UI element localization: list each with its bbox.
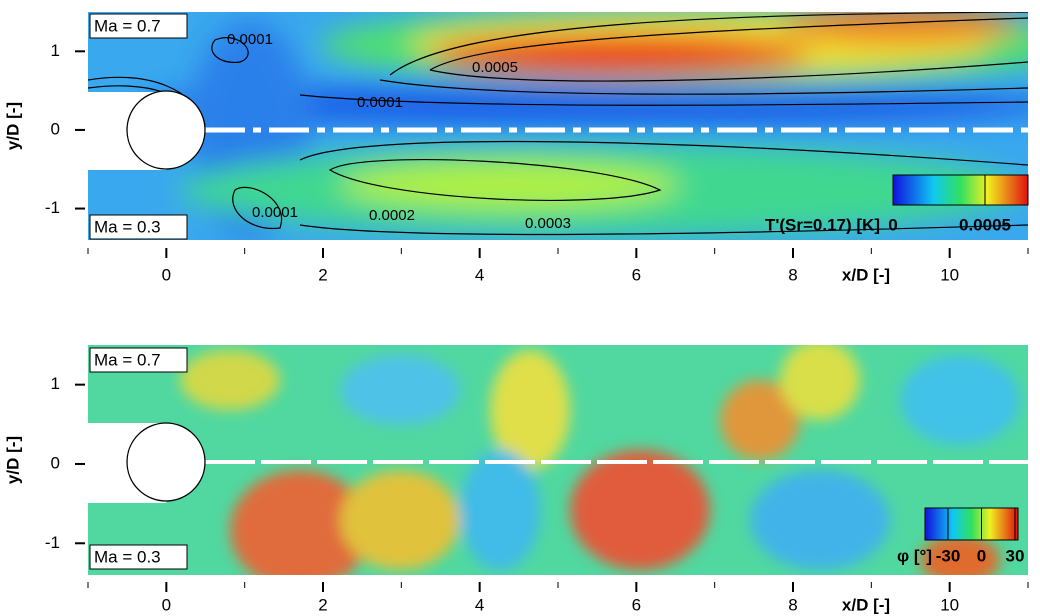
y-tick-label: 1 xyxy=(51,41,60,60)
y-tick-label: 0 xyxy=(51,453,60,472)
annotation-box xyxy=(89,544,188,570)
colorbar-tick-label: 0 xyxy=(977,546,986,565)
annotation-box xyxy=(89,13,188,39)
colorbar xyxy=(892,174,1029,206)
annotation-box xyxy=(89,347,188,373)
x-tick-label: 6 xyxy=(632,595,641,614)
x-tick-label: 2 xyxy=(318,595,327,614)
annotation: Ma = 0.7 xyxy=(94,350,161,369)
annotation-box xyxy=(89,214,188,240)
annotation: Ma = 0.7 xyxy=(94,16,161,35)
field-top xyxy=(88,12,1028,240)
contour-label: 0.0001 xyxy=(252,204,298,221)
colorbar-tick-label: 0.0005 xyxy=(959,215,1011,234)
contour-label: 0.0003 xyxy=(525,215,571,232)
x-tick-label: 6 xyxy=(632,265,641,284)
annotation: Ma = 0.3 xyxy=(94,547,161,566)
colorbar-tick-label: -30 xyxy=(936,546,961,565)
y-tick-label: -1 xyxy=(45,198,60,217)
colorbar-tick-label: 0 xyxy=(888,215,897,234)
field-bottom xyxy=(88,345,1028,575)
y-tick-label: 1 xyxy=(51,374,60,393)
x-tick-label: 10 xyxy=(940,265,959,284)
colorbar-tick-label: 30 xyxy=(1006,546,1025,565)
x-tick-label: 0 xyxy=(162,265,171,284)
contour-label: 0.0005 xyxy=(472,59,518,76)
y-axis-label: y/D [-] xyxy=(3,436,22,484)
x-tick-label: 4 xyxy=(475,595,484,614)
colorbar-label: T'(Sr=0.17) [K] xyxy=(765,215,880,234)
y-tick-label: 0 xyxy=(51,119,60,138)
x-axis-label: x/D [-] xyxy=(842,265,890,284)
contour-label: 0.0001 xyxy=(357,94,403,111)
x-tick-label: 0 xyxy=(162,595,171,614)
y-tick-label: -1 xyxy=(45,533,60,552)
annotation: Ma = 0.3 xyxy=(94,217,161,236)
x-axis-label: x/D [-] xyxy=(842,595,890,614)
x-tick-label: 2 xyxy=(318,265,327,284)
contour-label: 0.0002 xyxy=(369,207,415,224)
x-tick-label: 4 xyxy=(475,265,484,284)
colorbar xyxy=(924,507,1019,541)
x-tick-label: 10 xyxy=(940,595,959,614)
colorbar-label: φ [°] xyxy=(897,546,932,565)
x-tick-label: 8 xyxy=(788,265,797,284)
contour-label: 0.0001 xyxy=(227,31,273,48)
y-axis-label: y/D [-] xyxy=(3,102,22,150)
x-tick-label: 8 xyxy=(788,595,797,614)
